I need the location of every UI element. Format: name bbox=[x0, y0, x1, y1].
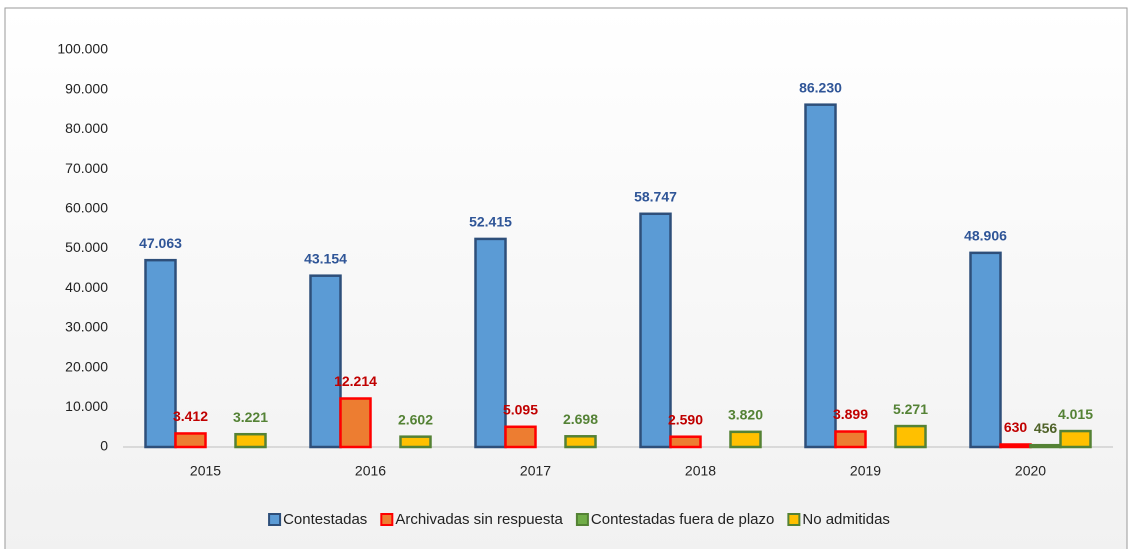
bar bbox=[399, 435, 432, 449]
bar bbox=[1029, 443, 1062, 449]
value-label: 43.154 bbox=[304, 250, 347, 266]
bar bbox=[309, 274, 342, 449]
bar bbox=[804, 103, 837, 449]
value-label: 2.602 bbox=[398, 411, 433, 427]
value-label: 47.063 bbox=[139, 235, 182, 251]
value-label: 4.015 bbox=[1058, 406, 1093, 422]
y-tick-label: 90.000 bbox=[65, 80, 108, 96]
x-tick-label: 2017 bbox=[520, 463, 551, 479]
y-tick-label: 10.000 bbox=[65, 398, 108, 414]
value-label: 3.820 bbox=[728, 407, 763, 423]
bar bbox=[669, 435, 702, 449]
value-label: 58.747 bbox=[634, 188, 677, 204]
bar bbox=[1059, 429, 1092, 449]
bar bbox=[894, 424, 927, 449]
bar bbox=[564, 435, 597, 449]
legend-swatch bbox=[575, 513, 589, 526]
bar bbox=[474, 237, 507, 449]
value-label: 3.899 bbox=[833, 406, 868, 422]
legend-label: No admitidas bbox=[802, 511, 890, 528]
x-tick-label: 2019 bbox=[850, 463, 881, 479]
legend-swatch bbox=[787, 513, 801, 526]
bar bbox=[339, 397, 372, 449]
y-tick-label: 20.000 bbox=[65, 358, 108, 374]
bar bbox=[999, 443, 1032, 449]
legend-swatch bbox=[380, 513, 394, 526]
bar bbox=[969, 251, 1002, 449]
y-tick-label: 80.000 bbox=[65, 120, 108, 136]
x-tick-label: 2015 bbox=[190, 463, 221, 479]
value-label: 456 bbox=[1034, 420, 1058, 436]
bar bbox=[834, 430, 867, 449]
y-tick-label: 30.000 bbox=[65, 319, 108, 335]
y-tick-label: 0 bbox=[100, 438, 108, 454]
bar bbox=[639, 212, 672, 449]
bar bbox=[144, 258, 177, 449]
legend-label: Archivadas sin respuesta bbox=[395, 511, 563, 528]
value-label: 12.214 bbox=[334, 373, 377, 389]
y-tick-label: 40.000 bbox=[65, 279, 108, 295]
value-label: 2.590 bbox=[668, 411, 703, 427]
frame bbox=[4, 7, 1128, 549]
bar bbox=[174, 432, 207, 449]
value-label: 5.095 bbox=[503, 401, 538, 417]
legend-label: Contestadas fuera de plazo bbox=[591, 511, 774, 528]
value-label: 630 bbox=[1004, 419, 1028, 435]
value-label: 86.230 bbox=[799, 79, 842, 95]
y-tick-label: 100.000 bbox=[57, 41, 108, 57]
bar bbox=[504, 425, 537, 449]
value-label: 2.698 bbox=[563, 411, 598, 427]
y-tick-label: 60.000 bbox=[65, 200, 108, 216]
value-label: 3.221 bbox=[233, 409, 268, 425]
bar bbox=[234, 432, 267, 449]
legend-swatch bbox=[268, 513, 282, 526]
bar bbox=[729, 430, 762, 449]
legend-label: Contestadas bbox=[283, 511, 367, 528]
y-tick-label: 70.000 bbox=[65, 160, 108, 176]
value-label: 5.271 bbox=[893, 401, 928, 417]
value-label: 48.906 bbox=[964, 228, 1007, 244]
x-tick-label: 2020 bbox=[1015, 463, 1046, 479]
value-label: 3.412 bbox=[173, 408, 208, 424]
value-label: 52.415 bbox=[469, 214, 512, 230]
x-tick-label: 2016 bbox=[355, 463, 386, 479]
x-tick-label: 2018 bbox=[685, 463, 716, 479]
y-tick-label: 50.000 bbox=[65, 239, 108, 255]
